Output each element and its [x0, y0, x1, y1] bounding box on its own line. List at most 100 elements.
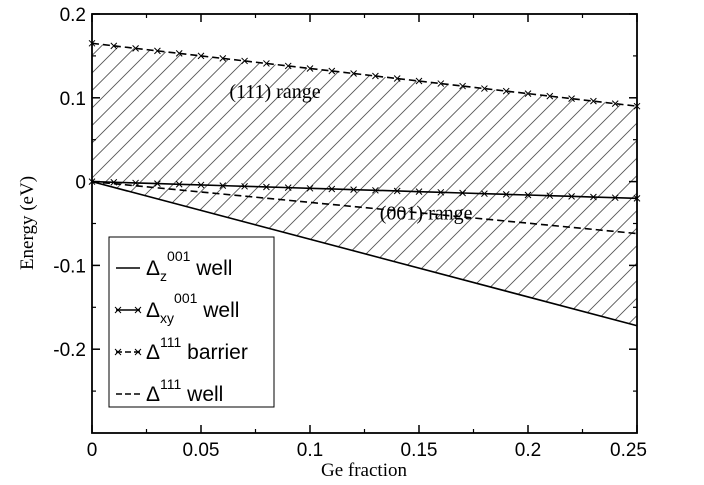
data-point-x	[241, 182, 248, 190]
data-point-x	[524, 90, 532, 97]
series-line-dz001	[91, 180, 638, 327]
hatch-line	[291, 43, 637, 199]
hatch-line	[92, 43, 257, 199]
hatch-line	[92, 181, 484, 326]
data-point-x	[611, 194, 619, 202]
hatch-line	[92, 181, 467, 326]
legend-entry-d111w: Δ111 well	[116, 376, 223, 406]
data-point-x	[219, 182, 227, 189]
hatch-line	[92, 43, 432, 199]
hatch-line	[99, 181, 519, 326]
legend-box	[108, 236, 275, 408]
hatch-line	[536, 43, 637, 199]
data-point-x	[415, 77, 423, 85]
hatch-line	[344, 181, 637, 326]
hatch-line	[519, 43, 637, 199]
data-point-x	[568, 192, 575, 200]
hatch-line	[449, 181, 637, 326]
hatch-line	[0, 14, 81, 433]
y-axis-label: Energy (eV)	[17, 176, 38, 270]
x-tick-label: 0.15	[401, 440, 438, 461]
hatch-line	[92, 43, 502, 199]
data-point-x	[459, 82, 466, 90]
hatch-line	[431, 181, 637, 326]
hatch-line	[554, 181, 637, 326]
hatch-line	[92, 43, 327, 199]
hatch-line	[92, 43, 274, 199]
legend-label-dz001: Δz001 well	[146, 248, 232, 284]
data-point-x	[132, 179, 139, 187]
data-point-x	[114, 306, 122, 314]
hatch-line	[92, 43, 292, 199]
hatch-line	[256, 181, 637, 326]
hatch-line	[116, 181, 537, 326]
data-point-x	[219, 55, 227, 62]
data-point-x	[590, 97, 597, 105]
hatch-line	[92, 43, 187, 199]
y-tick-label: 0	[75, 173, 86, 194]
hatch-line	[92, 43, 239, 199]
data-point-x	[481, 85, 488, 92]
hatch-line	[186, 181, 607, 326]
data-point-x	[241, 57, 248, 65]
legend-entry-d111b: Δ111 barrier	[114, 334, 248, 364]
data-point-x	[481, 190, 488, 198]
hatch-line	[92, 43, 484, 199]
series-lines	[88, 39, 641, 327]
data-point-x	[284, 184, 292, 191]
data-point-x	[263, 60, 270, 67]
hatch-line	[466, 43, 637, 199]
data-point-x	[306, 65, 314, 72]
data-point-x	[134, 348, 142, 356]
hatch-line	[239, 181, 637, 326]
data-point-x	[524, 191, 532, 199]
hatch-line	[92, 43, 222, 199]
series-line-d111b	[91, 42, 638, 107]
hatch-line	[414, 181, 637, 326]
hatch-line	[484, 43, 637, 199]
y-tick-label: -0.1	[53, 256, 86, 277]
hatch-line	[396, 181, 637, 326]
y-tick-label: -0.2	[53, 340, 86, 361]
data-point-x	[263, 183, 270, 191]
legend: Δz001 well Δxy001 well Δ111 barrier Δ111 we…	[108, 236, 275, 408]
y-tick-label: 0.2	[60, 5, 86, 26]
data-point-x	[197, 181, 205, 189]
axis-ticks: 0 0.05 0.1 0.15 0.2 0.25 -0.2 -0.1 0 0.1 0.2	[53, 5, 647, 461]
data-point-x	[393, 75, 401, 82]
data-point-x	[306, 184, 314, 192]
hatch-line	[169, 181, 589, 326]
data-point-x	[372, 72, 379, 80]
hatch-line	[92, 43, 99, 199]
data-point-x	[154, 47, 161, 55]
hatch-line	[571, 181, 637, 326]
region-hatch-0	[0, 14, 704, 433]
hatch-line	[361, 181, 637, 326]
data-point-x	[502, 87, 510, 95]
data-point-x	[546, 92, 554, 100]
x-tick-label: 0.2	[515, 440, 541, 461]
hatch-line	[92, 43, 362, 199]
hatch-line	[642, 14, 704, 433]
x-axis-label: Ge fraction	[321, 460, 407, 481]
series-line-d111w	[91, 180, 638, 235]
series-d111b	[88, 39, 641, 110]
hatch-line	[309, 181, 637, 326]
hatch-line	[92, 43, 204, 199]
data-point-x	[415, 188, 423, 196]
legend-label-d111w: Δ111 well	[146, 376, 223, 406]
hatch-line	[660, 14, 704, 433]
data-point-x	[284, 62, 292, 70]
x-tick-label: 0.05	[183, 440, 220, 461]
data-point-x	[114, 348, 122, 356]
data-point-x	[459, 189, 466, 197]
legend-label-dxy001: Δxy001 well	[146, 290, 239, 326]
shaded-regions: (111) range(001) range	[0, 14, 704, 433]
hatch-line	[536, 181, 637, 326]
hatch-line	[92, 43, 467, 199]
hatch-line	[92, 43, 169, 199]
hatch-line	[571, 43, 637, 199]
hatch-line	[0, 14, 11, 433]
hatch-line	[92, 43, 309, 199]
data-point-x	[502, 190, 510, 198]
